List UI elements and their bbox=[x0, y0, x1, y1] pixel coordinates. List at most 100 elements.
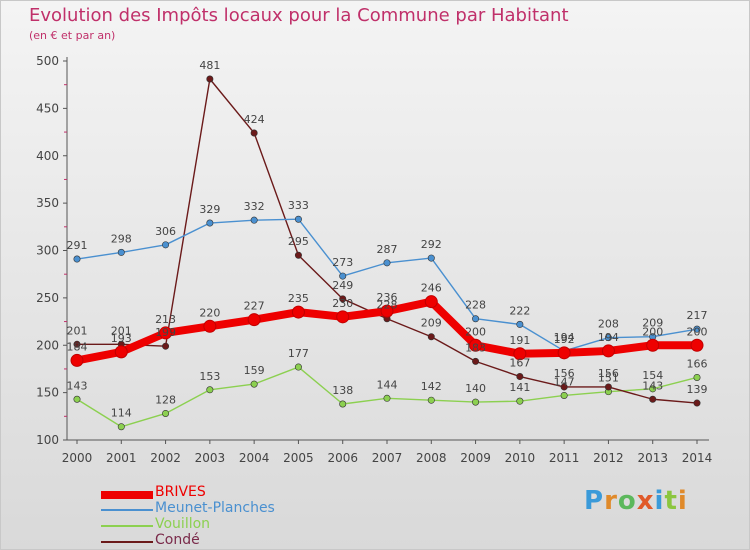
legend-item-brives: BRIVES bbox=[101, 484, 361, 501]
data-point-conde bbox=[250, 129, 258, 137]
y-tick-label: 100 bbox=[36, 433, 59, 447]
data-label-vouillon: 144 bbox=[377, 378, 398, 391]
data-label-meunet-planches: 329 bbox=[199, 203, 220, 216]
x-tick-label: 2004 bbox=[239, 451, 270, 465]
data-label-brives: 236 bbox=[377, 291, 398, 304]
data-point-conde bbox=[294, 251, 302, 259]
x-tick-label: 2014 bbox=[682, 451, 713, 465]
data-point-vouillon bbox=[339, 400, 347, 408]
data-label-brives: 192 bbox=[554, 333, 575, 346]
logo-letter: o bbox=[617, 486, 637, 516]
data-label-meunet-planches: 273 bbox=[332, 256, 353, 269]
proxiti-logo: Proxiti bbox=[584, 486, 688, 516]
logo-letter: i bbox=[677, 486, 688, 516]
data-point-brives bbox=[247, 313, 261, 327]
y-tick-label: 500 bbox=[36, 54, 59, 68]
data-label-meunet-planches: 208 bbox=[598, 318, 619, 331]
legend-label-conde: Condé bbox=[155, 532, 200, 548]
data-label-conde: 143 bbox=[642, 379, 663, 392]
data-point-meunet-planches bbox=[427, 254, 435, 262]
x-tick-label: 2007 bbox=[372, 451, 403, 465]
legend-item-vouillon: Vouillon bbox=[101, 516, 361, 533]
data-point-brives bbox=[70, 353, 84, 367]
data-point-conde bbox=[472, 357, 480, 365]
data-point-meunet-planches bbox=[117, 248, 125, 256]
data-label-conde: 156 bbox=[598, 367, 619, 380]
data-point-conde bbox=[162, 342, 170, 350]
data-point-conde bbox=[73, 340, 81, 348]
data-point-conde bbox=[427, 333, 435, 341]
data-label-vouillon: 151 bbox=[598, 372, 619, 385]
data-point-brives bbox=[646, 338, 660, 352]
data-label-vouillon: 153 bbox=[199, 370, 220, 383]
x-tick-label: 2001 bbox=[106, 451, 137, 465]
data-label-meunet-planches: 287 bbox=[377, 243, 398, 256]
data-point-vouillon bbox=[649, 385, 657, 393]
legend-swatch-conde bbox=[101, 541, 153, 543]
data-point-brives bbox=[336, 310, 350, 324]
data-point-meunet-planches bbox=[516, 320, 524, 328]
data-point-vouillon bbox=[693, 373, 701, 381]
data-label-meunet-planches: 298 bbox=[111, 232, 132, 245]
x-tick-label: 2006 bbox=[327, 451, 358, 465]
legend-item-meunet-planches: Meunet-Planches bbox=[101, 500, 361, 517]
y-tick-label: 250 bbox=[36, 291, 59, 305]
data-point-meunet-planches bbox=[693, 325, 701, 333]
data-label-vouillon: 141 bbox=[509, 381, 530, 394]
x-tick-label: 2002 bbox=[150, 451, 181, 465]
data-point-meunet-planches bbox=[604, 334, 612, 342]
data-label-brives: 220 bbox=[199, 306, 220, 319]
data-point-brives bbox=[557, 346, 571, 360]
legend-label-meunet-planches: Meunet-Planches bbox=[155, 500, 275, 516]
data-point-meunet-planches bbox=[73, 255, 81, 263]
data-label-conde: 183 bbox=[465, 341, 486, 354]
y-tick-label: 350 bbox=[36, 196, 59, 210]
y-tick-label: 450 bbox=[36, 101, 59, 115]
data-label-vouillon: 159 bbox=[244, 364, 265, 377]
data-label-vouillon: 142 bbox=[421, 380, 442, 393]
logo-letter: r bbox=[604, 486, 618, 516]
data-label-conde: 201 bbox=[111, 324, 132, 337]
logo-letter: i bbox=[654, 486, 665, 516]
data-point-vouillon bbox=[383, 394, 391, 402]
legend-item-conde: Condé bbox=[101, 532, 361, 549]
y-tick-label: 300 bbox=[36, 244, 59, 258]
data-point-vouillon bbox=[427, 396, 435, 404]
x-tick-label: 2008 bbox=[416, 451, 447, 465]
data-point-meunet-planches bbox=[250, 216, 258, 224]
series-lines bbox=[70, 75, 704, 431]
data-point-meunet-planches bbox=[162, 241, 170, 249]
data-point-conde bbox=[693, 399, 701, 407]
data-label-meunet-planches: 332 bbox=[244, 200, 265, 213]
data-label-brives: 227 bbox=[244, 300, 265, 313]
data-label-meunet-planches: 306 bbox=[155, 225, 176, 238]
data-point-meunet-planches bbox=[206, 219, 214, 227]
data-point-brives bbox=[690, 338, 704, 352]
data-point-conde bbox=[206, 75, 214, 83]
x-tick-label: 2012 bbox=[593, 451, 624, 465]
data-label-conde: 424 bbox=[244, 113, 265, 126]
logo-letter: x bbox=[636, 486, 655, 516]
data-point-brives bbox=[380, 304, 394, 318]
data-point-conde bbox=[604, 383, 612, 391]
data-label-meunet-planches: 217 bbox=[687, 309, 708, 322]
data-point-vouillon bbox=[73, 395, 81, 403]
data-label-conde: 199 bbox=[155, 326, 176, 339]
x-tick-label: 2003 bbox=[195, 451, 226, 465]
data-point-brives bbox=[159, 326, 173, 340]
chart-subtitle: (en € et par an) bbox=[29, 29, 116, 42]
logo-letter: t bbox=[664, 486, 678, 516]
data-label-vouillon: 154 bbox=[642, 369, 663, 382]
data-point-conde bbox=[516, 373, 524, 381]
x-tick-label: 2010 bbox=[505, 451, 536, 465]
chart-title: Evolution des Impôts locaux pour la Comm… bbox=[29, 5, 569, 26]
legend-label-brives: BRIVES bbox=[155, 484, 206, 500]
legend-swatch-vouillon bbox=[101, 525, 153, 527]
data-label-meunet-planches: 333 bbox=[288, 199, 309, 212]
data-label-conde: 139 bbox=[687, 383, 708, 396]
x-tick-label: 2005 bbox=[283, 451, 314, 465]
x-tick-label: 2009 bbox=[460, 451, 491, 465]
